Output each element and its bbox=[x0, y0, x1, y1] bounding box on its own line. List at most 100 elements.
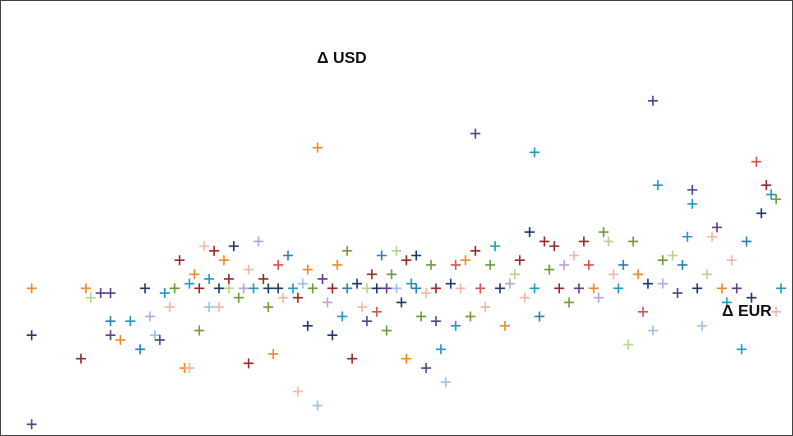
scatter-point bbox=[233, 292, 244, 303]
scatter-point bbox=[480, 302, 491, 313]
scatter-point bbox=[711, 222, 722, 233]
scatter-point bbox=[105, 316, 116, 327]
scatter-point bbox=[573, 283, 584, 294]
scatter-point bbox=[647, 95, 658, 106]
scatter-point bbox=[371, 306, 382, 317]
scatter-point bbox=[174, 255, 185, 266]
scatter-point bbox=[386, 269, 397, 280]
scatter-point bbox=[628, 236, 639, 247]
scatter-point bbox=[292, 386, 303, 397]
scatter-point bbox=[253, 236, 264, 247]
scatter-point bbox=[125, 316, 136, 327]
scatter-point bbox=[80, 283, 91, 294]
scatter-point bbox=[682, 231, 693, 242]
scatter-point bbox=[583, 259, 594, 270]
scatter-point bbox=[317, 273, 328, 284]
scatter-point bbox=[26, 330, 37, 341]
scatter-point bbox=[361, 283, 372, 294]
scatter-point bbox=[332, 259, 343, 270]
scatter-point bbox=[135, 344, 146, 355]
scatter-point bbox=[223, 273, 234, 284]
scatter-point bbox=[411, 250, 422, 261]
scatter-point bbox=[144, 311, 155, 322]
scatter-point bbox=[140, 283, 151, 294]
scatter-point bbox=[618, 259, 629, 270]
scatter-point bbox=[268, 348, 279, 359]
scatter-point bbox=[292, 292, 303, 303]
scatter-point bbox=[776, 283, 787, 294]
scatter-point bbox=[485, 259, 496, 270]
scatter-point bbox=[238, 283, 249, 294]
scatter-point bbox=[657, 255, 668, 266]
scatter-point bbox=[470, 128, 481, 139]
scatter-point bbox=[297, 278, 308, 289]
y-axis-label: Δ USD bbox=[317, 50, 367, 67]
scatter-point bbox=[189, 269, 200, 280]
scatter-point bbox=[559, 259, 570, 270]
scatter-point bbox=[327, 330, 338, 341]
scatter-point bbox=[149, 330, 160, 341]
scatter-point bbox=[278, 292, 289, 303]
scatter-point bbox=[243, 358, 254, 369]
scatter-point bbox=[519, 292, 530, 303]
scatter-point bbox=[534, 311, 545, 322]
scatter-point bbox=[504, 278, 515, 289]
scatter-point bbox=[273, 259, 284, 270]
scatter-point bbox=[312, 400, 323, 411]
scatter-point bbox=[209, 245, 220, 256]
scatter-point bbox=[435, 344, 446, 355]
scatter-point bbox=[302, 264, 313, 275]
scatter-point bbox=[391, 245, 402, 256]
scatter-point bbox=[672, 288, 683, 299]
scatter-point bbox=[75, 353, 86, 364]
scatter-point bbox=[95, 288, 106, 299]
scatter-point bbox=[647, 325, 658, 336]
scatter-point bbox=[322, 297, 333, 308]
scatter-point bbox=[105, 288, 116, 299]
scatter-point bbox=[440, 377, 451, 388]
scatter-point bbox=[450, 320, 461, 331]
scatter-point bbox=[524, 227, 535, 238]
scatter-point bbox=[667, 250, 678, 261]
scatter-point bbox=[352, 278, 363, 289]
scatter-point bbox=[430, 283, 441, 294]
scatter-point bbox=[721, 297, 732, 308]
scatter-point bbox=[638, 306, 649, 317]
scatter-point bbox=[677, 259, 688, 270]
scatter-point bbox=[421, 288, 432, 299]
scatter-point bbox=[657, 278, 668, 289]
scatter-point bbox=[263, 302, 274, 313]
scatter-point bbox=[499, 320, 510, 331]
scatter-point bbox=[164, 302, 175, 313]
scatter-point bbox=[302, 320, 313, 331]
scatter-point bbox=[495, 283, 506, 294]
scatter-point bbox=[105, 330, 116, 341]
scatter-point bbox=[194, 325, 205, 336]
scatter-point bbox=[199, 241, 210, 252]
scatter-point bbox=[564, 297, 575, 308]
scatter-point bbox=[26, 283, 37, 294]
scatter-point bbox=[539, 236, 550, 247]
scatter-point bbox=[470, 245, 481, 256]
scatter-point bbox=[633, 269, 644, 280]
scatter-point bbox=[396, 297, 407, 308]
scatter-point bbox=[771, 194, 782, 205]
scatter-point bbox=[514, 255, 525, 266]
scatter-point bbox=[490, 241, 501, 252]
scatter-point bbox=[751, 156, 762, 167]
scatter-point bbox=[184, 363, 195, 374]
scatter-point bbox=[381, 325, 392, 336]
x-axis-label: Δ EUR bbox=[722, 303, 772, 320]
scatter-point bbox=[307, 283, 318, 294]
scatter-point bbox=[544, 264, 555, 275]
scatter-point bbox=[337, 311, 348, 322]
scatter-point bbox=[613, 283, 624, 294]
scatter-point bbox=[450, 259, 461, 270]
scatter-point bbox=[194, 283, 205, 294]
scatter-point bbox=[204, 302, 215, 313]
scatter-point bbox=[312, 142, 323, 153]
scatter-point bbox=[214, 283, 225, 294]
scatter-point bbox=[263, 283, 274, 294]
scatter-point bbox=[746, 292, 757, 303]
